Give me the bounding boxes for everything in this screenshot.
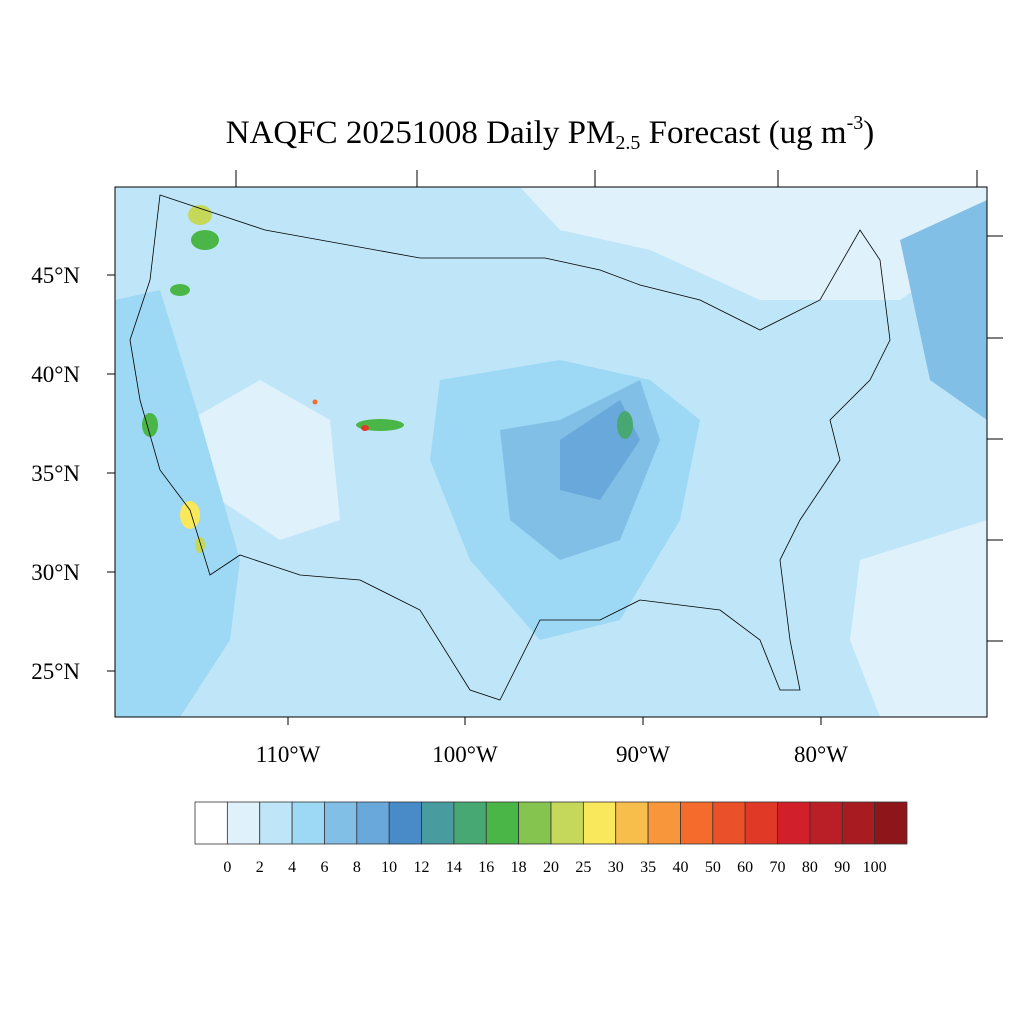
- fire-hotspot: [312, 399, 318, 405]
- colorbar-box: [194, 801, 228, 845]
- colorbar-label: 30: [608, 859, 624, 876]
- us-coastline-border: [129, 194, 891, 701]
- colorbar-box: [647, 801, 681, 845]
- pm25-hotspot: [142, 413, 158, 437]
- pm25-hotspot: [191, 230, 219, 250]
- colorbar-box: [388, 801, 422, 845]
- colorbar-label: 8: [353, 859, 361, 876]
- colorbar-box: [485, 801, 520, 845]
- colorbar-box: [356, 801, 390, 845]
- lon-label: 110°W: [256, 742, 321, 767]
- lon-label: 80°W: [794, 742, 848, 767]
- elevated-region-northeast: [900, 200, 987, 420]
- colorbar-label: 25: [575, 859, 591, 876]
- clean-air-region-southwest: [190, 380, 340, 540]
- colorbar-label: 50: [705, 859, 721, 876]
- colorbar-box: [841, 801, 876, 845]
- colorbar-label: 70: [770, 859, 786, 876]
- lat-label: 45°N: [31, 263, 80, 288]
- pm25-hotspot: [170, 284, 190, 296]
- lat-label: 30°N: [31, 560, 80, 585]
- colorbar-label: 40: [672, 859, 688, 876]
- moderate-region-pacific: [115, 290, 240, 717]
- lon-label: 90°W: [616, 742, 670, 767]
- colorbar-box: [809, 801, 843, 845]
- colorbar-box: [259, 801, 293, 845]
- colorbar-label: 10: [381, 859, 397, 876]
- colorbar-box: [226, 801, 261, 845]
- colorbar-label: 2: [256, 859, 264, 876]
- colorbar-label: 18: [511, 859, 527, 876]
- colorbar-label: 16: [478, 859, 494, 876]
- colorbar-box: [615, 801, 649, 845]
- pm25-hotspot: [195, 537, 205, 553]
- colorbar-box: [582, 801, 617, 845]
- colorbar-box: [712, 801, 746, 845]
- colorbar-box: [777, 801, 811, 845]
- chart-title: NAQFC 20251008 Daily PM2.5 Forecast (ug …: [225, 112, 875, 154]
- colorbar-label: 4: [288, 859, 296, 876]
- colorbar-box: [453, 801, 487, 845]
- pm25-hotspot: [361, 425, 369, 431]
- colorbar-label: 100: [863, 859, 887, 876]
- colorbar-box: [291, 801, 325, 845]
- lon-label: 100°W: [432, 742, 498, 767]
- colorbar-label: 0: [223, 859, 231, 876]
- colorbar-label: 20: [543, 859, 559, 876]
- colorbar-label: 60: [737, 859, 753, 876]
- colorbar-box: [324, 801, 358, 845]
- lat-label: 40°N: [31, 362, 80, 387]
- clean-air-region-north: [520, 187, 987, 300]
- pm25-hotspot: [180, 501, 200, 529]
- pm25-hotspot: [617, 411, 633, 439]
- colorbar-box: [421, 801, 455, 845]
- lat-label: 35°N: [31, 461, 80, 486]
- colorbar-box: [518, 801, 552, 845]
- colorbar-box: [874, 801, 908, 845]
- colorbar-label: 12: [414, 859, 430, 876]
- colorbar-label: 6: [320, 859, 328, 876]
- colorbar-label: 80: [802, 859, 818, 876]
- lat-label: 25°N: [31, 659, 80, 684]
- map-frame: [114, 186, 988, 718]
- colorbar-label: 35: [640, 859, 656, 876]
- colorbar-box: [744, 801, 778, 845]
- colorbar-box: [550, 801, 584, 845]
- colorbar-box: [680, 801, 714, 845]
- clean-air-region-atlantic: [850, 520, 987, 717]
- colorbar-label: 14: [446, 859, 462, 876]
- colorbar-label: 90: [834, 859, 850, 876]
